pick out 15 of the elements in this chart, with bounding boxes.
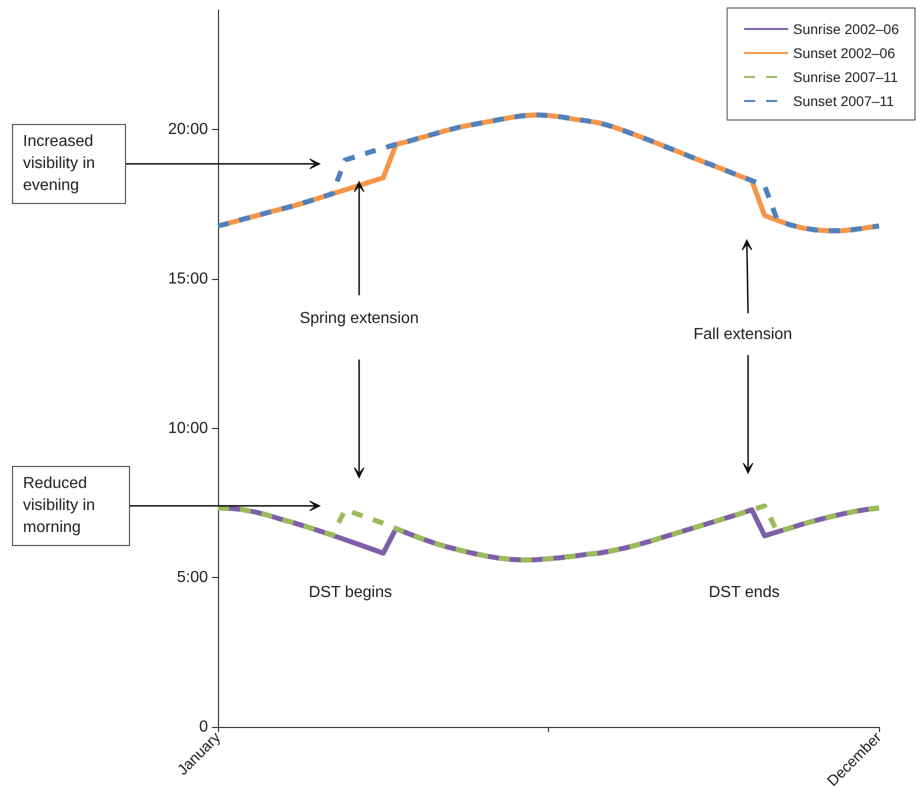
annotation: DST ends xyxy=(708,582,780,603)
y-tick-label: 15:00 xyxy=(168,270,208,288)
text: Reduced visibility in morning xyxy=(12,466,130,546)
legend-label: Sunrise 2007–11 xyxy=(793,69,898,85)
annotation: Spring extension xyxy=(300,308,419,329)
annotation: Fall extension xyxy=(693,325,792,346)
legend-label: Sunset 2007–11 xyxy=(793,93,894,109)
text: Increased visibility in evening xyxy=(12,124,126,204)
y-tick-label: 0 xyxy=(199,718,208,736)
y-tick-label: 20:00 xyxy=(168,121,208,138)
legend-label: Sunrise 2002–06 xyxy=(793,21,900,37)
y-tick-label: 5:00 xyxy=(176,569,208,586)
y-tick-label: 10:00 xyxy=(168,420,208,437)
annotation: DST begins xyxy=(308,582,392,603)
legend-label: Sunset 2002–06 xyxy=(793,45,896,61)
